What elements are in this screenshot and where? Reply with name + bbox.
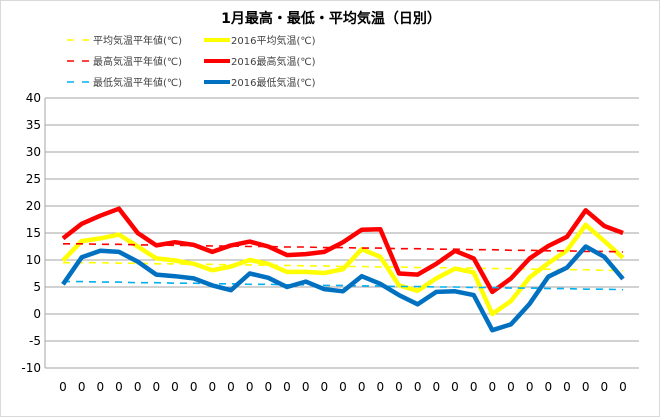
legend-label: 最高気温平年値(℃)	[93, 55, 182, 68]
x-tick-label: 0	[134, 380, 142, 394]
x-tick-label: 0	[97, 380, 105, 394]
x-tick-label: 0	[470, 380, 478, 394]
x-tick-label: 0	[619, 380, 627, 394]
chart-title: 1月最高・最低・平均気温（日別）	[221, 10, 441, 27]
y-tick-label: 0	[33, 307, 41, 321]
x-tick-label: 0	[433, 380, 441, 394]
x-tick-label: 0	[358, 380, 366, 394]
x-tick-label: 0	[395, 380, 403, 394]
x-tick-label: 0	[153, 380, 161, 394]
legend: 平均気温平年値(℃) 2016平均気温(℃) 最高気温平年値(℃) 2016最高気温(…	[67, 34, 316, 89]
x-tick-label: 0	[265, 380, 273, 394]
y-tick-label: 20	[26, 199, 41, 213]
x-tick-label: 0	[414, 380, 422, 394]
x-tick-label: 0	[171, 380, 179, 394]
x-tick-label: 0	[489, 380, 497, 394]
x-tick-label: 0	[339, 380, 347, 394]
legend-label: 平均気温平年値(℃)	[93, 34, 182, 47]
y-tick-label: -5	[29, 334, 41, 348]
legend-label: 2016最高気温(℃)	[231, 55, 316, 68]
x-tick-label: 0	[283, 380, 291, 394]
series-line-5	[63, 247, 623, 331]
x-tick-label: 0	[115, 380, 123, 394]
x-tick-label: 0	[190, 380, 198, 394]
y-axis-ticks: 40 35 30 25 20 15 10 5 0 -5 -10	[21, 91, 41, 375]
legend-label: 2016最低気温(℃)	[231, 76, 316, 89]
y-tick-label: 25	[26, 172, 41, 186]
x-tick-label: 0	[59, 380, 67, 394]
x-tick-label: 0	[78, 380, 86, 394]
y-tick-label: 10	[26, 253, 41, 267]
y-tick-label: -10	[21, 361, 41, 375]
x-tick-label: 0	[227, 380, 235, 394]
x-tick-label: 0	[451, 380, 459, 394]
x-tick-label: 0	[563, 380, 571, 394]
y-tick-label: 35	[26, 118, 41, 132]
legend-label: 2016平均気温(℃)	[231, 34, 316, 47]
x-tick-label: 0	[209, 380, 217, 394]
x-tick-label: 0	[545, 380, 553, 394]
x-tick-label: 0	[246, 380, 254, 394]
x-tick-label: 0	[507, 380, 515, 394]
y-tick-label: 30	[26, 145, 41, 159]
series-lines	[63, 209, 623, 331]
y-tick-label: 40	[26, 91, 41, 105]
x-tick-label: 0	[377, 380, 385, 394]
legend-label: 最低気温平年値(℃)	[93, 76, 182, 89]
gridlines	[45, 98, 639, 368]
x-tick-label: 0	[582, 380, 590, 394]
x-tick-label: 0	[601, 380, 609, 394]
x-tick-label: 0	[302, 380, 310, 394]
y-tick-label: 15	[26, 226, 41, 240]
y-tick-label: 5	[33, 280, 41, 294]
x-tick-label: 0	[321, 380, 329, 394]
x-tick-label: 0	[526, 380, 534, 394]
